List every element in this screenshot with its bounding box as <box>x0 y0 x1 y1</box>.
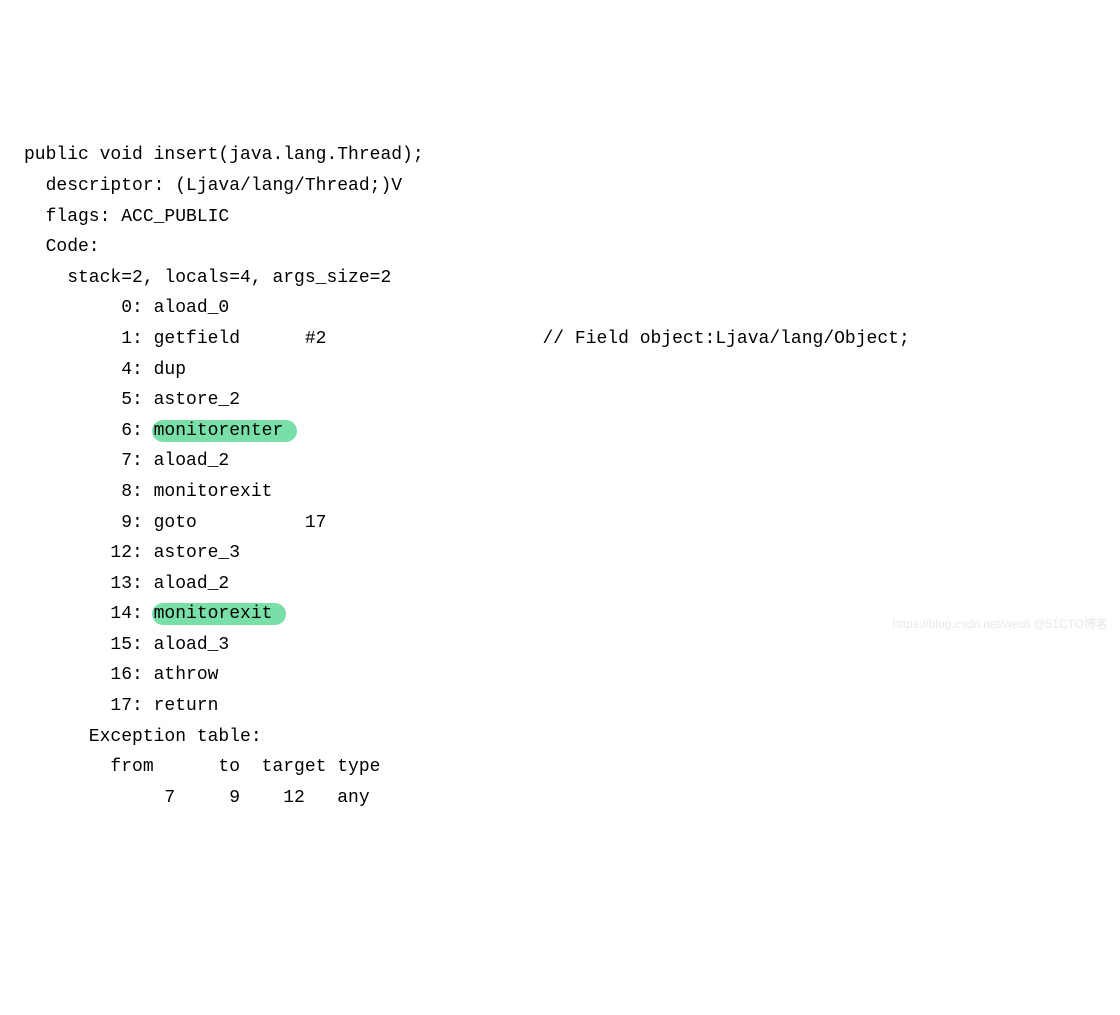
bytecode-instruction: 1: getfield #2 // Field object:Ljava/lan… <box>24 324 1096 355</box>
exception-table-row: 7 9 12 any <box>24 783 1096 814</box>
bytecode-instruction: 7: aload_2 <box>24 446 1096 477</box>
method-descriptor: descriptor: (Ljava/lang/Thread;)V <box>24 171 1096 202</box>
bytecode-instruction: 16: athrow <box>24 660 1096 691</box>
bytecode-instruction: 4: dup <box>24 355 1096 386</box>
bytecode-instruction: 12: astore_3 <box>24 538 1096 569</box>
bytecode-instruction: 13: aload_2 <box>24 569 1096 600</box>
bytecode-instruction: 8: monitorexit <box>24 477 1096 508</box>
bytecode-instruction: 9: goto 17 <box>24 508 1096 539</box>
highlighted-instruction: monitorenter <box>152 420 298 442</box>
method-flags: flags: ACC_PUBLIC <box>24 202 1096 233</box>
exception-table-header: from to target type <box>24 752 1096 783</box>
method-signature: public void insert(java.lang.Thread); <box>24 140 1096 171</box>
bytecode-instruction: 17: return <box>24 691 1096 722</box>
bytecode-instruction: 5: astore_2 <box>24 385 1096 416</box>
watermark-text: https://blog.csdn.net/weixi @51CTO博客 <box>893 614 1108 634</box>
exception-table-label: Exception table: <box>24 722 1096 753</box>
code-label: Code: <box>24 232 1096 263</box>
bytecode-instruction: 15: aload_3 <box>24 630 1096 661</box>
bytecode-instruction: 6: monitorenter <box>24 416 1096 447</box>
bytecode-instruction: 0: aload_0 <box>24 293 1096 324</box>
highlighted-instruction: monitorexit <box>152 603 287 625</box>
stack-line: stack=2, locals=4, args_size=2 <box>24 263 1096 294</box>
